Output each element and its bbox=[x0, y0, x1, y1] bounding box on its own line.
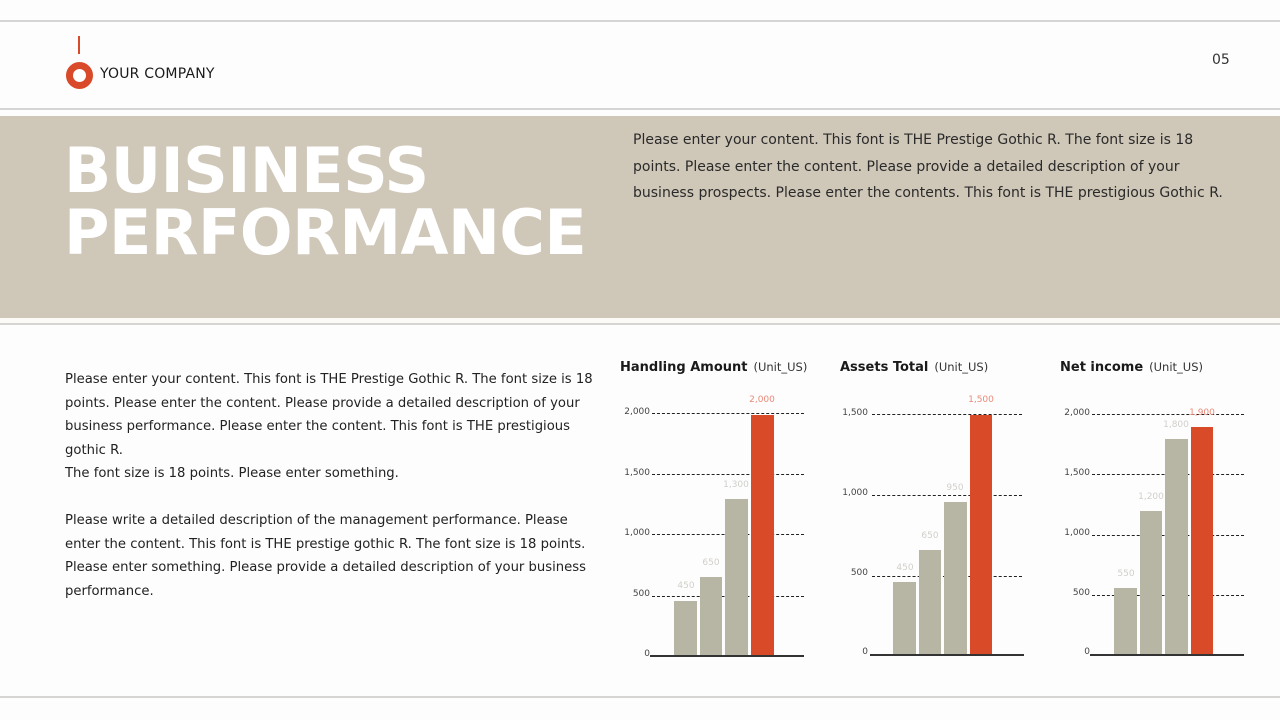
bar-highlight bbox=[1191, 427, 1213, 655]
body-paragraph-1-text: Please enter your content. This font is … bbox=[65, 372, 593, 458]
bar-value-label: 1,200 bbox=[1138, 492, 1164, 502]
body-text: Please enter your content. This font is … bbox=[65, 368, 605, 627]
y-tick-label: 1,000 bbox=[624, 528, 650, 538]
y-tick-label: 500 bbox=[850, 568, 868, 578]
title-banner bbox=[0, 116, 1280, 318]
y-tick-label: 0 bbox=[1084, 647, 1090, 657]
banner-strip bbox=[0, 318, 1280, 324]
chart-handling-amount: Handling Amount (Unit_US) 2,000 1,500 1,0… bbox=[620, 355, 830, 665]
y-tick-label: 1,000 bbox=[842, 488, 868, 498]
y-tick-label: 2,000 bbox=[624, 407, 650, 417]
bar bbox=[893, 582, 916, 655]
header-divider bbox=[0, 108, 1280, 110]
bar-value-label: 950 bbox=[946, 483, 964, 493]
gridline bbox=[872, 495, 1022, 496]
bar-value-label: 450 bbox=[896, 563, 914, 573]
body-paragraph-2: Please write a detailed description of t… bbox=[65, 513, 587, 599]
chart-title-text: Assets Total bbox=[840, 360, 929, 375]
bar bbox=[944, 502, 967, 655]
bar-value-label: 1,500 bbox=[968, 395, 994, 405]
company-name: YOUR COMPANY bbox=[100, 66, 215, 82]
bar bbox=[674, 601, 697, 656]
bar-value-label: 1,300 bbox=[723, 480, 749, 490]
page-number: 05 bbox=[1212, 52, 1230, 68]
chart-title-text: Handling Amount bbox=[620, 360, 748, 375]
y-tick-label: 2,000 bbox=[1064, 408, 1090, 418]
bar bbox=[725, 499, 748, 656]
bar-value-label: 650 bbox=[921, 531, 939, 541]
title-line-2: PERFORMANCE bbox=[64, 196, 587, 269]
bar-value-label: 2,000 bbox=[749, 395, 775, 405]
bar-value-label: 1,800 bbox=[1163, 420, 1189, 430]
logo-stem bbox=[78, 36, 80, 54]
ring-pin-icon bbox=[66, 62, 93, 89]
chart-unit: (Unit_US) bbox=[753, 360, 808, 374]
y-tick-label: 1,500 bbox=[1064, 468, 1090, 478]
banner-divider bbox=[0, 323, 1280, 325]
y-tick-label: 0 bbox=[644, 649, 650, 659]
chart-net-income: Net income (Unit_US) 2,000 1,500 1,000 50… bbox=[1060, 355, 1270, 665]
bar bbox=[1140, 511, 1162, 655]
gridline bbox=[652, 474, 804, 475]
x-axis bbox=[870, 654, 1024, 656]
title-line-1: BUISINESS bbox=[64, 134, 429, 207]
y-tick-label: 1,500 bbox=[842, 408, 868, 418]
chart-plot: 1,500 1,000 500 0 450 650 950 1,500 bbox=[840, 355, 1050, 665]
bar-value-label: 1,900 bbox=[1189, 408, 1215, 418]
x-axis bbox=[1090, 654, 1244, 656]
chart-assets-total: Assets Total (Unit_US) 1,500 1,000 500 0 … bbox=[840, 355, 1050, 665]
y-tick-label: 500 bbox=[632, 589, 650, 599]
chart-title: Assets Total (Unit_US) bbox=[840, 360, 988, 375]
y-tick-label: 1,500 bbox=[624, 468, 650, 478]
bar bbox=[919, 550, 941, 655]
bar-highlight bbox=[751, 415, 774, 656]
chart-plot: 2,000 1,500 1,000 500 0 550 1,200 1,800 … bbox=[1060, 355, 1270, 665]
bottom-divider bbox=[0, 696, 1280, 698]
chart-title-text: Net income bbox=[1060, 360, 1144, 375]
body-paragraph-1-last-line: The font size is 18 points. Please enter… bbox=[65, 466, 399, 481]
gridline bbox=[652, 413, 804, 414]
bar bbox=[700, 577, 722, 656]
bar bbox=[1165, 439, 1188, 655]
x-axis bbox=[650, 655, 804, 657]
top-divider bbox=[0, 20, 1280, 22]
gridline bbox=[1092, 414, 1244, 415]
y-tick-label: 500 bbox=[1072, 588, 1090, 598]
body-paragraph-1: Please enter your content. This font is … bbox=[65, 368, 605, 486]
bar-value-label: 450 bbox=[677, 581, 695, 591]
y-tick-label: 1,000 bbox=[1064, 528, 1090, 538]
chart-unit: (Unit_US) bbox=[934, 360, 989, 374]
bar-highlight bbox=[970, 415, 992, 655]
y-tick-label: 0 bbox=[862, 647, 868, 657]
chart-title: Net income (Unit_US) bbox=[1060, 360, 1203, 375]
chart-unit: (Unit_US) bbox=[1149, 360, 1204, 374]
banner-description: Please enter your content. This font is … bbox=[633, 132, 1223, 201]
bar-value-label: 550 bbox=[1117, 569, 1135, 579]
bar bbox=[1114, 588, 1137, 655]
chart-plot: 2,000 1,500 1,000 500 0 450 650 1,300 2,… bbox=[620, 355, 830, 665]
gridline bbox=[872, 414, 1022, 415]
page-title: BUISINESS PERFORMANCE bbox=[64, 134, 587, 269]
bar-value-label: 650 bbox=[702, 558, 720, 568]
chart-title: Handling Amount (Unit_US) bbox=[620, 360, 807, 375]
